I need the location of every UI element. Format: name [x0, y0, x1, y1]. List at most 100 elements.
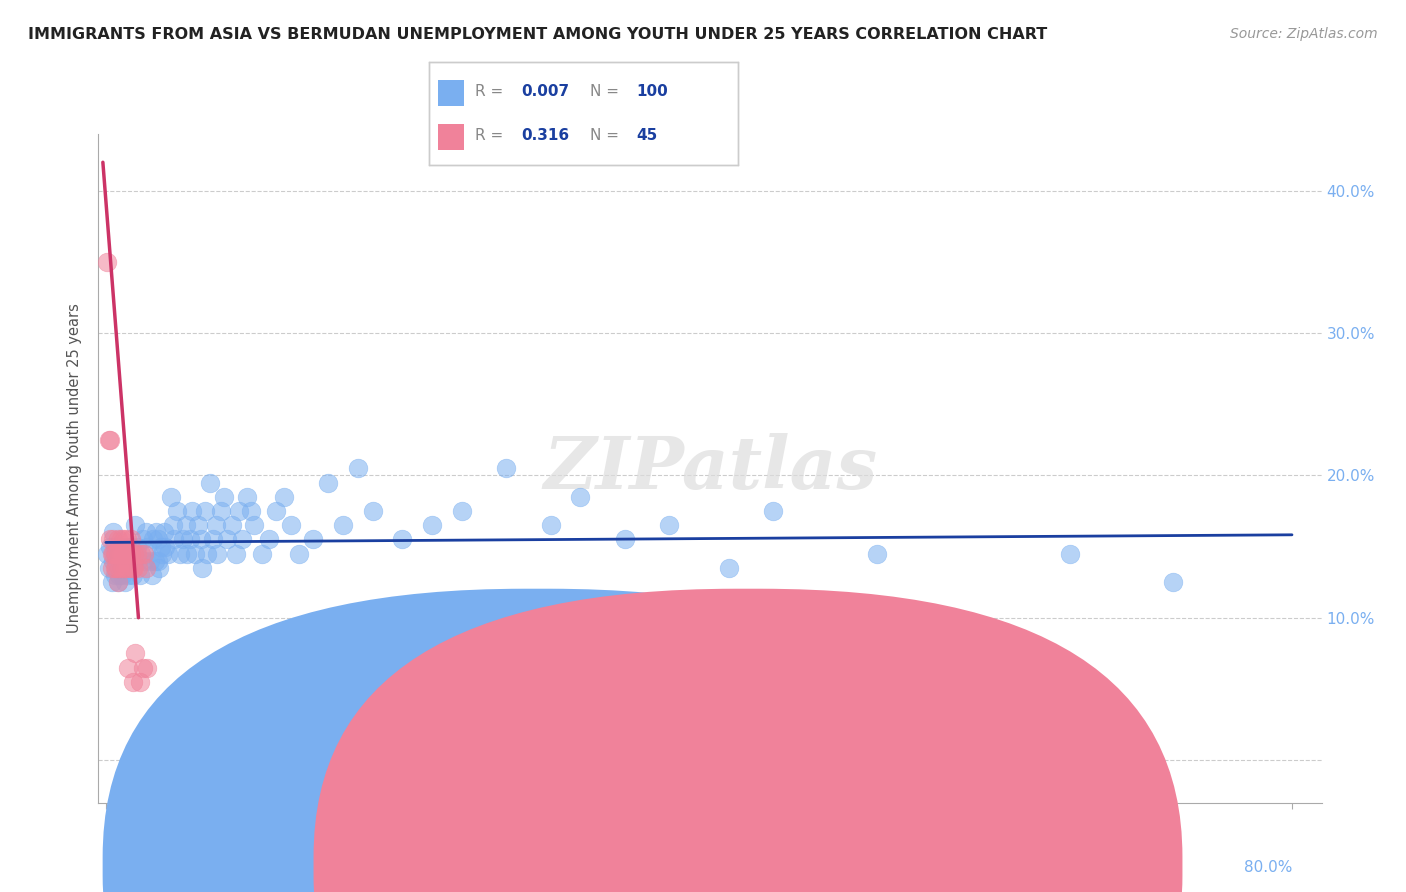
Y-axis label: Unemployment Among Youth under 25 years: Unemployment Among Youth under 25 years [67, 303, 83, 633]
Point [107, 575, 129, 590]
Point [114, 547, 136, 561]
Text: Source: ZipAtlas.com: Source: ZipAtlas.com [1230, 27, 1378, 41]
Point [191, 561, 214, 575]
Text: 45: 45 [636, 128, 658, 143]
Point [201, 533, 224, 547]
Point [166, 504, 188, 518]
Point [96, 547, 118, 561]
Point [129, 674, 152, 689]
Text: 80.0%: 80.0% [1244, 860, 1292, 875]
Point [495, 461, 517, 475]
Point [204, 518, 226, 533]
Point [179, 533, 201, 547]
Point [240, 504, 263, 518]
Point [105, 554, 128, 568]
Point [163, 533, 186, 547]
Point [107, 533, 129, 547]
Point [302, 533, 325, 547]
Point [955, 625, 977, 640]
Point [104, 540, 127, 554]
Point [280, 518, 302, 533]
Point [105, 561, 128, 575]
Point [187, 518, 209, 533]
Point [121, 674, 143, 689]
Point [613, 533, 636, 547]
Point [145, 525, 167, 540]
Point [153, 540, 176, 554]
Point [124, 646, 146, 660]
Point [112, 554, 135, 568]
Point [136, 660, 159, 674]
Point [98, 433, 121, 447]
Point [717, 561, 740, 575]
Point [136, 540, 159, 554]
Point [122, 561, 145, 575]
Text: 100: 100 [636, 85, 668, 99]
Point [108, 547, 131, 561]
Point [450, 504, 472, 518]
Point [287, 547, 309, 561]
Point [127, 561, 149, 575]
Text: 0.007: 0.007 [522, 85, 569, 99]
Point [108, 561, 131, 575]
Text: 0.316: 0.316 [522, 128, 569, 143]
Point [540, 518, 562, 533]
Point [231, 533, 253, 547]
Point [194, 504, 217, 518]
Point [134, 554, 156, 568]
Point [97, 433, 120, 447]
Point [146, 533, 169, 547]
Point [569, 490, 592, 504]
Point [120, 533, 142, 547]
Point [228, 504, 250, 518]
Point [217, 533, 239, 547]
Point [190, 533, 212, 547]
Point [100, 561, 122, 575]
Point [117, 547, 139, 561]
Point [866, 547, 889, 561]
Bar [439, 80, 464, 106]
Point [115, 540, 138, 554]
Point [316, 475, 339, 490]
Point [225, 547, 247, 561]
Point [150, 547, 173, 561]
Point [107, 575, 129, 590]
Point [104, 568, 127, 582]
Point [118, 554, 141, 568]
Point [100, 575, 122, 590]
Point [391, 533, 413, 547]
Point [114, 561, 136, 575]
Point [122, 554, 145, 568]
Point [127, 554, 149, 568]
Text: 0.0%: 0.0% [105, 860, 145, 875]
Point [110, 533, 132, 547]
Point [134, 547, 156, 561]
Point [104, 547, 127, 561]
Point [132, 660, 155, 674]
Point [112, 533, 135, 547]
Point [172, 533, 194, 547]
Point [266, 504, 288, 518]
Point [118, 547, 141, 561]
Point [157, 547, 180, 561]
Point [221, 518, 243, 533]
Point [121, 568, 143, 582]
Point [195, 547, 218, 561]
Point [104, 561, 127, 575]
Point [110, 554, 132, 568]
Point [125, 547, 148, 561]
Point [96, 255, 118, 269]
Point [105, 547, 128, 561]
Point [115, 561, 138, 575]
Point [332, 518, 354, 533]
Point [117, 660, 139, 674]
Text: N =: N = [589, 85, 619, 99]
Point [103, 525, 125, 540]
Point [114, 575, 136, 590]
Point [117, 568, 139, 582]
Text: ZIPatlas: ZIPatlas [543, 433, 877, 504]
Point [658, 518, 681, 533]
Text: R =: R = [475, 128, 503, 143]
Point [97, 561, 120, 575]
Point [243, 518, 266, 533]
